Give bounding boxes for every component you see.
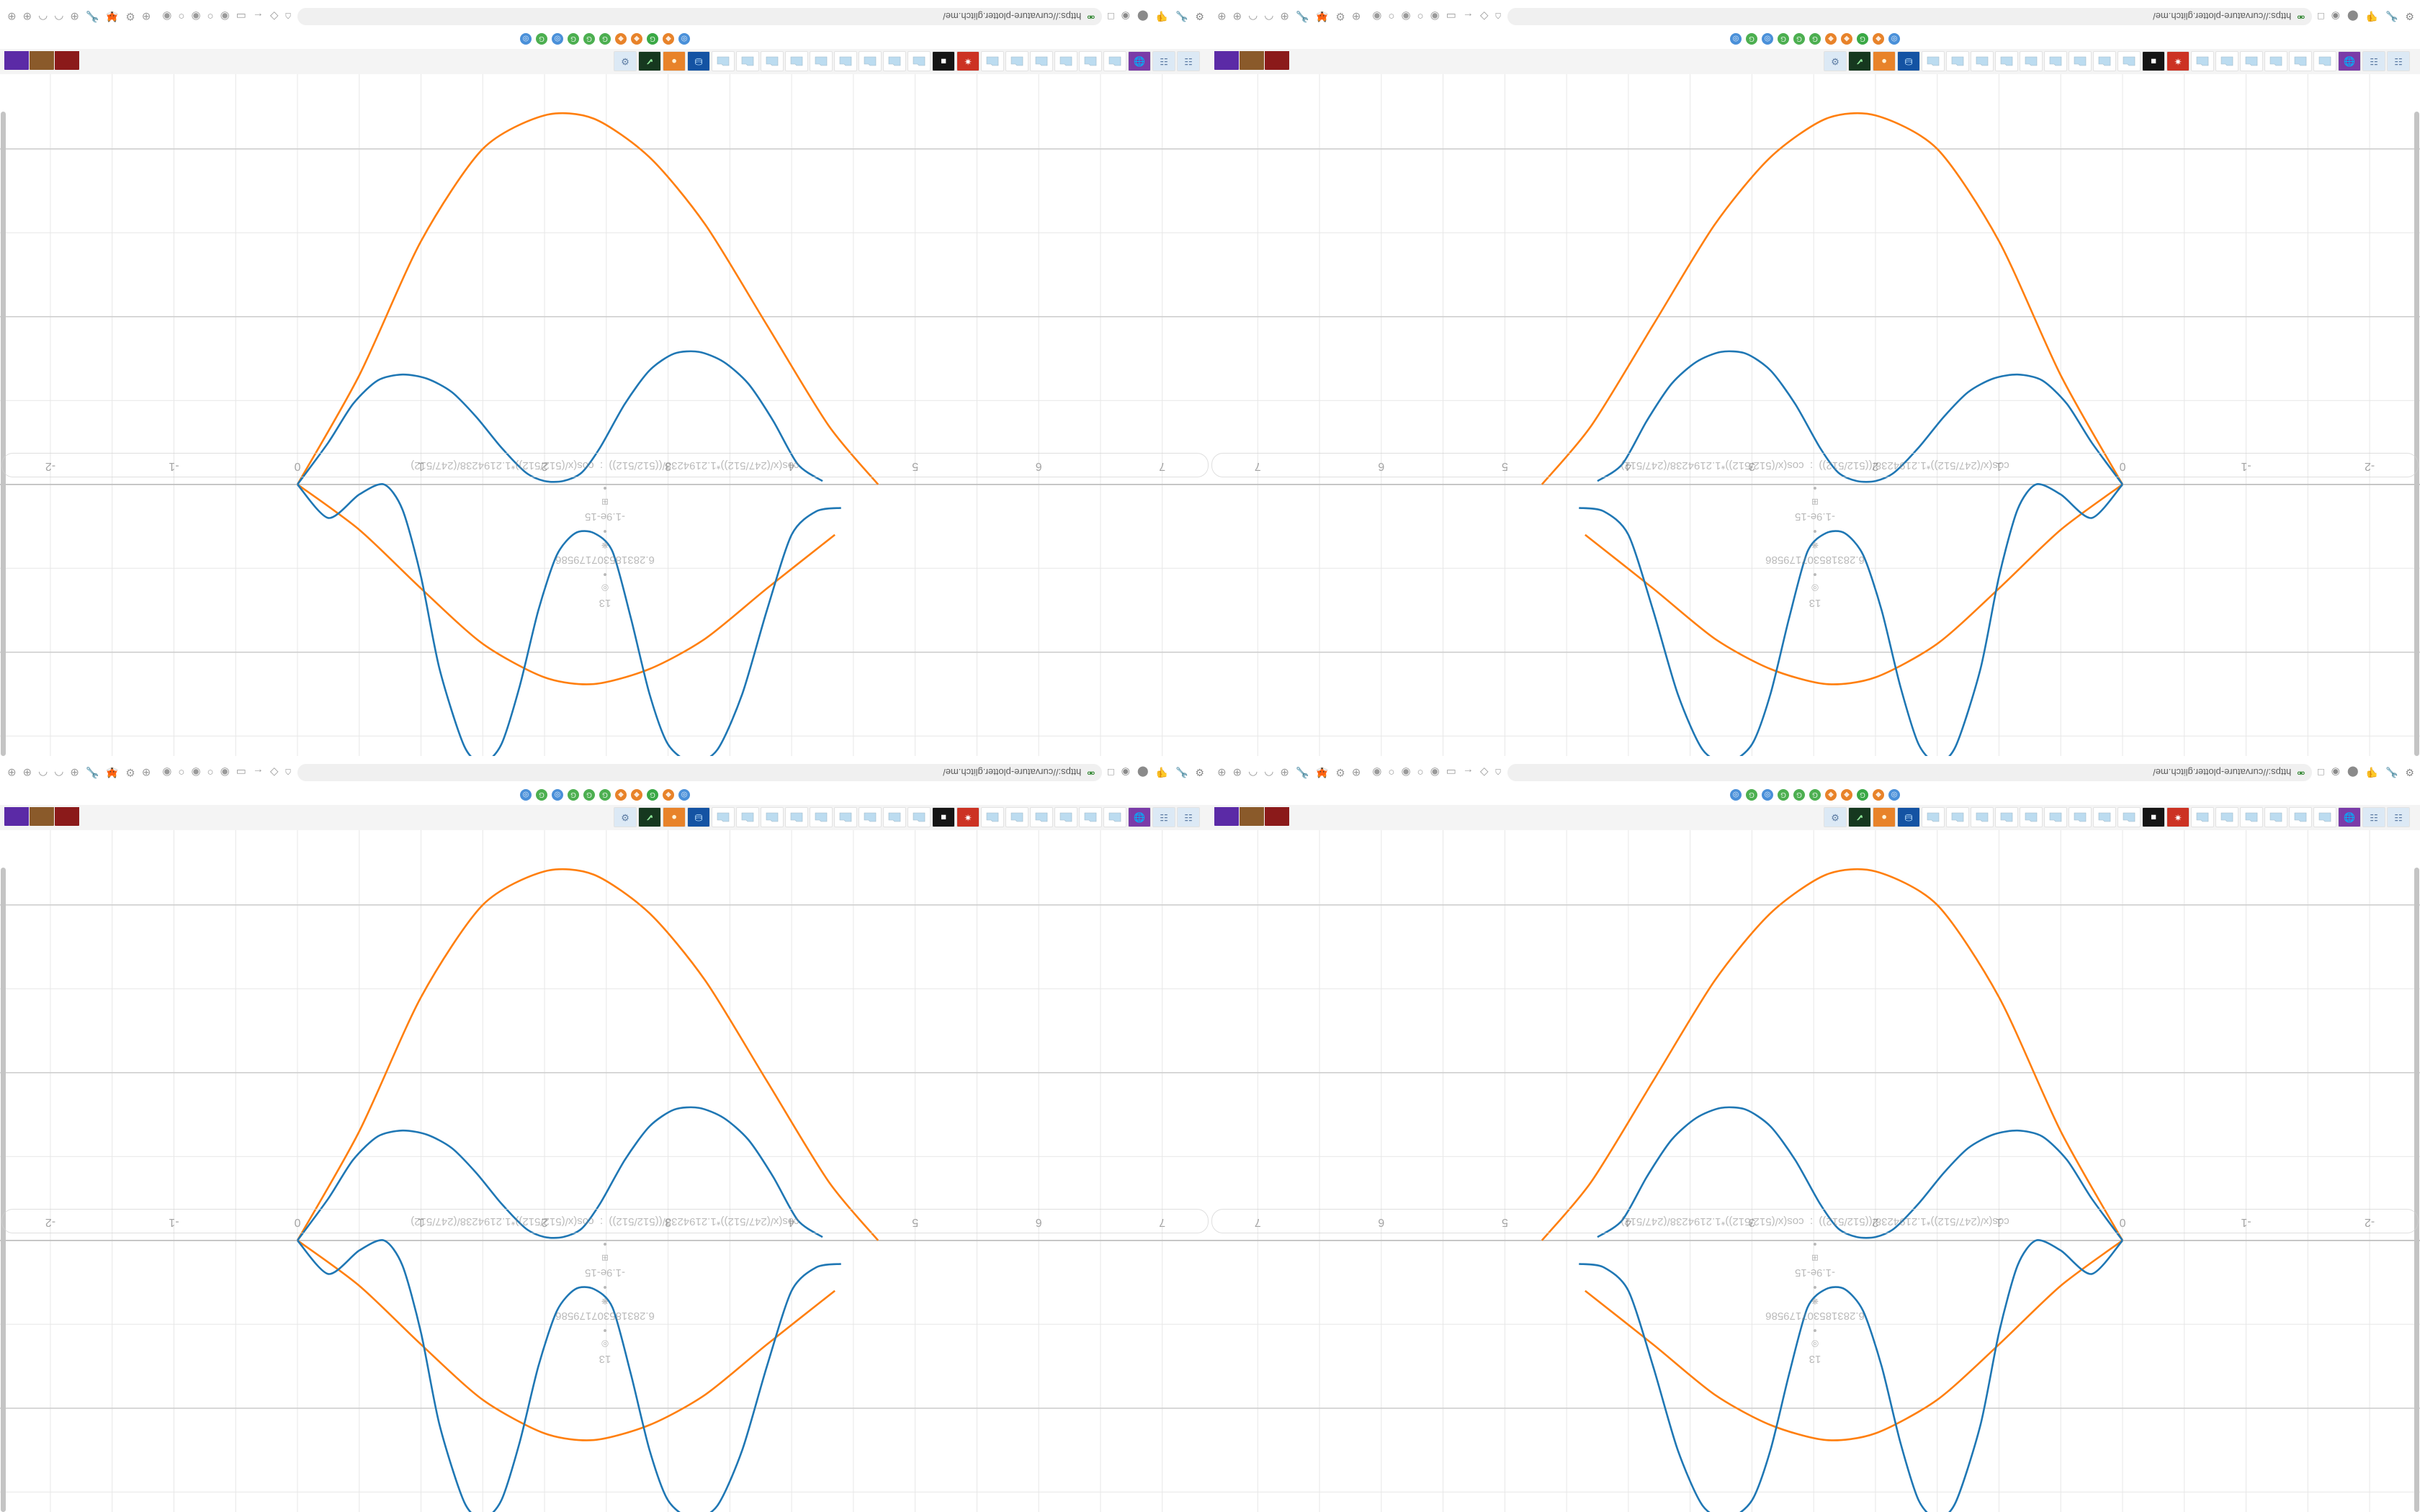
svg-text:0: 0 <box>2119 1216 2125 1228</box>
svg-text:6: 6 <box>1036 460 1042 472</box>
svg-text:0: 0 <box>294 460 300 472</box>
svg-text:5: 5 <box>912 460 918 472</box>
svg-text:7: 7 <box>1255 460 1261 472</box>
svg-text:2: 2 <box>1872 1216 1878 1228</box>
svg-text:-1: -1 <box>169 460 179 472</box>
svg-text:6: 6 <box>1036 1216 1042 1228</box>
svg-text:4: 4 <box>1625 460 1631 472</box>
svg-text:4: 4 <box>789 460 795 472</box>
svg-text:0: 0 <box>294 1216 300 1228</box>
svg-text:2: 2 <box>542 1216 548 1228</box>
svg-text:-2: -2 <box>2365 1216 2375 1228</box>
svg-text:7: 7 <box>1255 1216 1261 1228</box>
svg-text:3: 3 <box>665 1216 671 1228</box>
svg-text:5: 5 <box>1502 460 1508 472</box>
svg-text:-2: -2 <box>2365 460 2375 472</box>
svg-text:-2: -2 <box>45 1216 55 1228</box>
svg-text:-2: -2 <box>45 460 55 472</box>
svg-text:5: 5 <box>912 1216 918 1228</box>
svg-text:-1: -1 <box>169 1216 179 1228</box>
svg-text:-1: -1 <box>2241 1216 2251 1228</box>
svg-text:3: 3 <box>1749 460 1755 472</box>
svg-text:2: 2 <box>1872 460 1878 472</box>
svg-text:5: 5 <box>1502 1216 1508 1228</box>
svg-text:1: 1 <box>1996 1216 2002 1228</box>
svg-text:3: 3 <box>665 460 671 472</box>
svg-text:7: 7 <box>1159 460 1165 472</box>
svg-text:1: 1 <box>418 460 424 472</box>
svg-text:-1: -1 <box>2241 460 2251 472</box>
svg-text:1: 1 <box>418 1216 424 1228</box>
svg-text:4: 4 <box>1625 1216 1631 1228</box>
svg-text:2: 2 <box>542 460 548 472</box>
svg-text:7: 7 <box>1159 1216 1165 1228</box>
svg-text:3: 3 <box>1749 1216 1755 1228</box>
svg-text:1: 1 <box>1996 460 2002 472</box>
svg-text:6: 6 <box>1378 460 1384 472</box>
svg-text:6: 6 <box>1378 1216 1384 1228</box>
svg-text:0: 0 <box>2119 460 2125 472</box>
svg-text:4: 4 <box>789 1216 795 1228</box>
